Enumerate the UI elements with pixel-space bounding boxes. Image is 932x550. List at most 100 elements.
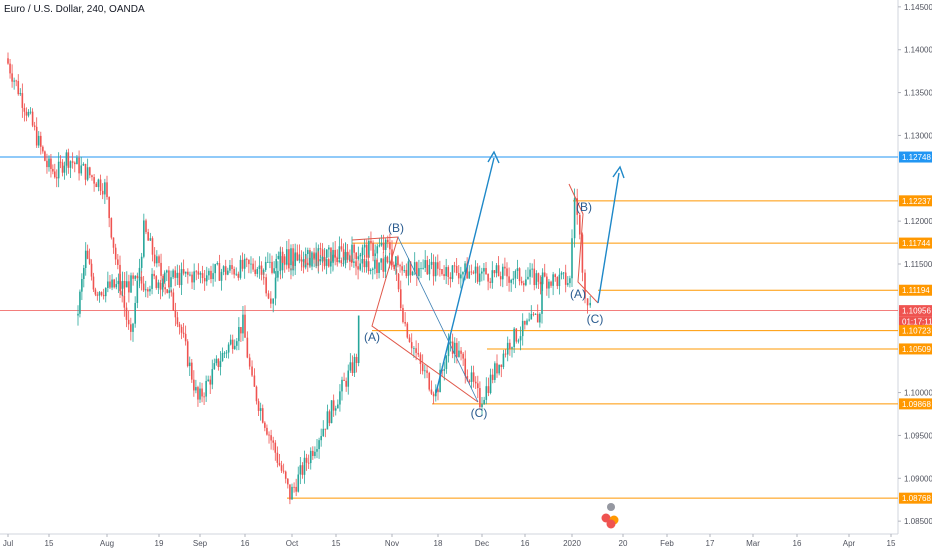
wave-triangle: [351, 236, 479, 403]
candle-body: [571, 238, 573, 279]
candle-body: [338, 260, 341, 263]
candle-body: [172, 270, 174, 278]
candle-body: [426, 370, 428, 373]
candle-body: [430, 261, 433, 265]
candle-body: [239, 259, 242, 278]
candle-body: [256, 268, 259, 274]
candle-body: [165, 270, 168, 273]
candle-body: [399, 265, 401, 267]
candle-body: [287, 478, 289, 485]
candle-body: [215, 358, 218, 364]
candle-body: [229, 339, 232, 345]
candle-body: [231, 265, 233, 269]
candle-body: [140, 276, 143, 284]
candle-body: [496, 363, 498, 374]
candle-body: [242, 314, 244, 334]
candle-body: [334, 408, 337, 411]
candle-body: [117, 280, 120, 285]
candle-body: [355, 261, 357, 267]
candle-body: [111, 279, 113, 288]
candle-body: [528, 319, 530, 321]
candle-body: [7, 58, 9, 64]
candle-body: [504, 353, 507, 355]
candle-body: [389, 242, 391, 250]
candle-body: [136, 280, 139, 303]
y-tick-label: 1.08500: [904, 517, 932, 526]
x-tick-label: Aug: [100, 539, 114, 548]
candle-body: [474, 381, 477, 384]
candle-body: [240, 327, 242, 334]
candle-body: [267, 261, 269, 263]
candle-body: [284, 471, 287, 479]
candle-body: [498, 364, 500, 374]
candle-body: [455, 266, 458, 273]
candle-body: [99, 179, 102, 191]
candle-body: [82, 163, 85, 166]
candle-body: [415, 348, 417, 353]
candle-body: [50, 158, 52, 169]
candle-body: [227, 270, 229, 275]
candle-body: [273, 268, 275, 273]
candle-body: [134, 275, 137, 279]
candle-body: [351, 244, 353, 262]
candle-body: [218, 263, 221, 281]
candle-body: [367, 261, 370, 272]
candle-body: [453, 265, 456, 267]
candle-body: [163, 272, 166, 283]
candle-body: [188, 362, 191, 367]
candle-body: [392, 265, 395, 267]
candle-body: [328, 247, 330, 250]
candle-body: [451, 341, 454, 354]
candle-body: [166, 289, 168, 293]
candle-body: [293, 486, 295, 488]
candle-body: [428, 372, 431, 390]
candle-body: [500, 364, 503, 368]
candle-body: [320, 436, 322, 441]
x-tick-label: Mar: [746, 539, 760, 548]
candle-body: [317, 252, 320, 262]
candle-body: [560, 272, 563, 275]
candle-body: [460, 274, 462, 279]
candle-body: [275, 258, 278, 269]
candle-body: [104, 182, 106, 195]
candle-body: [193, 379, 195, 391]
candle-body: [77, 313, 79, 316]
candle-body: [229, 265, 231, 271]
candle-body: [487, 386, 490, 393]
candle-body: [541, 276, 543, 314]
candle-body: [222, 266, 225, 272]
candle-body: [193, 271, 195, 283]
y-tick-label: 1.12000: [904, 217, 932, 226]
candle-body: [443, 274, 445, 277]
candle-body: [158, 256, 160, 263]
price-tag: [899, 305, 932, 317]
price-tag-label: 1.11744: [902, 239, 931, 248]
y-tick-label: 1.13000: [904, 131, 932, 140]
candle-body: [457, 272, 460, 279]
candle-body: [261, 408, 264, 423]
candle-body: [290, 248, 292, 266]
candle-body: [420, 268, 422, 269]
candle-body: [259, 408, 262, 411]
candle-body: [491, 374, 494, 380]
candle-body: [297, 474, 300, 492]
candle-body: [537, 273, 540, 282]
candle-body: [86, 167, 89, 180]
candle-body: [245, 258, 248, 260]
candle-body: [217, 358, 220, 368]
candle-body: [365, 261, 368, 268]
candle-body: [424, 370, 426, 372]
candle-body: [285, 249, 288, 265]
candle-body: [283, 262, 286, 265]
wave-label: (A): [570, 287, 586, 301]
candle-body: [257, 401, 260, 411]
candle-body: [9, 63, 11, 74]
candle-body: [327, 259, 330, 267]
candle-body: [543, 272, 546, 277]
candle-body: [478, 273, 481, 282]
candle-body: [101, 190, 104, 195]
candle-body: [303, 457, 306, 475]
candle-body: [334, 254, 336, 258]
candle-body: [534, 313, 537, 315]
